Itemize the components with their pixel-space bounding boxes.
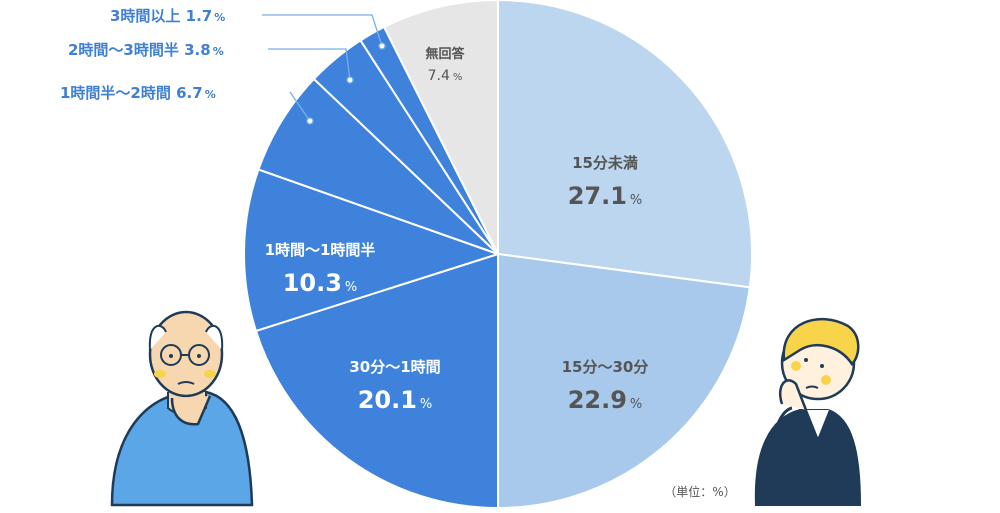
- older-man-illustration: [110, 310, 254, 507]
- pie-slice: [382, 0, 499, 255]
- slice-callout-label: 3時間以上 1.7%: [110, 7, 225, 25]
- pie-slice: [257, 77, 499, 255]
- unit-note: （単位：%）: [664, 484, 735, 499]
- slice-value-label: 27.1%: [568, 182, 643, 210]
- callout-leader-dot: [306, 117, 314, 125]
- slice-value-label: 10.3%: [283, 269, 358, 297]
- slices-layer: [243, 0, 753, 510]
- slice-label: 30分～1時間: [349, 358, 440, 376]
- slice-value-label: 20.1%: [358, 386, 433, 414]
- labels-layer: 15分未満 27.1 % 15分～30分 22.9 % 30分～1時間 20.1 % 1時間～1時…: [60, 7, 648, 414]
- callout-leader-dot: [346, 76, 354, 84]
- slice-label: 15分未満: [572, 154, 638, 172]
- callout-leader-dot: [378, 42, 386, 50]
- slice-label: 無回答: [425, 46, 465, 62]
- young-person-illustration: [754, 317, 862, 506]
- callout-leader-line: [289, 91, 311, 122]
- pie-slice: [254, 252, 499, 510]
- slice-callout-label: 2時間～3時間半 3.8%: [68, 41, 224, 59]
- slice-callout-label: 1時間半～2時間 6.7%: [60, 84, 216, 102]
- slice-value-label: 7.4%: [428, 68, 463, 84]
- pie-slice: [243, 168, 502, 333]
- slice-value-label: 22.9%: [568, 386, 643, 414]
- pie-slice: [497, 0, 753, 289]
- pie-slice: [497, 252, 751, 510]
- slice-label: 1時間～1時間半: [265, 241, 376, 259]
- slice-label: 15分～30分: [562, 358, 649, 376]
- callout-leader-line: [262, 14, 383, 47]
- callout-leader-line: [268, 48, 351, 81]
